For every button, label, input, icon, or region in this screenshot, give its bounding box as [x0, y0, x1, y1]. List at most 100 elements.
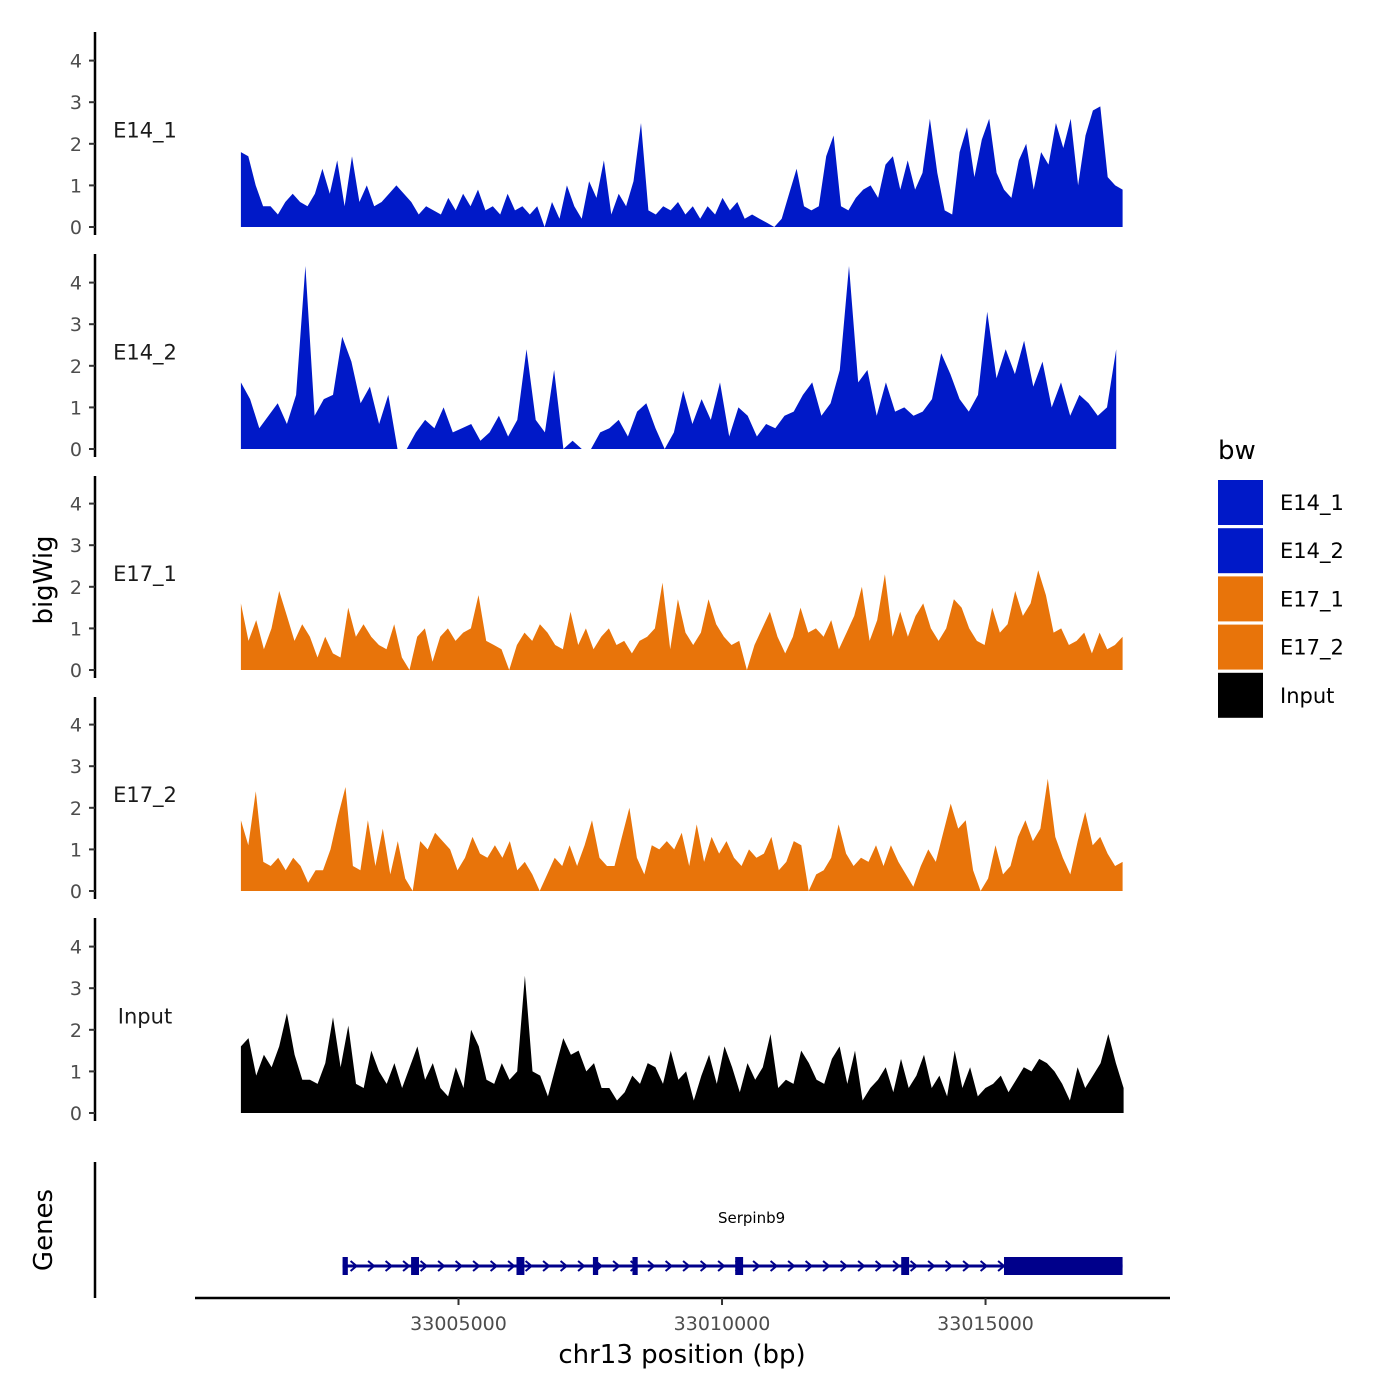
strand-arrow: [892, 1260, 901, 1272]
x-tick-label: 33010000: [674, 1313, 771, 1335]
strand-arrow: [647, 1260, 656, 1272]
legend-swatch: [1218, 624, 1263, 670]
legend-label: E14_2: [1280, 539, 1344, 564]
strand-arrow: [577, 1260, 586, 1272]
legend-item-e17-2: E17_2: [1218, 624, 1344, 670]
y-tick-label: 0: [70, 660, 82, 682]
strand-arrow: [349, 1260, 359, 1272]
gene-exon: [1003, 1257, 1123, 1275]
y-tick-label: 2: [70, 356, 82, 378]
y-tick-label: 1: [70, 1061, 82, 1083]
strand-arrow: [419, 1260, 429, 1272]
y-tick-label: 2: [70, 1020, 82, 1042]
legend-swatch: [1218, 528, 1263, 574]
y-tick-label: 1: [70, 839, 82, 861]
tracks-layer: 0 1 2 3 4 E14_1 0 1 2 3 4 E14_2 0 1 2 3 4 E17_1 0 1 2 3 4 E17_2…: [70, 32, 1124, 1125]
y-tick-label: 4: [70, 715, 82, 737]
legend-item-e14-1: E14_1: [1218, 480, 1344, 525]
track-label: E14_2: [113, 341, 177, 366]
strand-arrow: [857, 1260, 866, 1272]
gene-exon: [592, 1257, 599, 1275]
strand-arrow: [454, 1260, 464, 1272]
gene-track-title: Genes: [29, 1189, 59, 1271]
signal-area-input: [240, 975, 1124, 1113]
y-tick-label: 3: [70, 756, 82, 778]
y-tick-label: 2: [70, 577, 82, 599]
strand-arrow: [559, 1260, 569, 1272]
strand-arrow: [839, 1260, 849, 1272]
legend-item-input: Input: [1218, 672, 1334, 718]
gene-exon: [632, 1257, 638, 1275]
strand-arrow: [874, 1260, 884, 1272]
strand-arrow: [384, 1260, 394, 1272]
y-tick-label: 4: [70, 494, 82, 516]
track-label: E17_2: [113, 783, 177, 808]
y-tick-label: 3: [70, 535, 82, 557]
strand-arrow: [699, 1260, 709, 1272]
legend-label: E17_2: [1280, 636, 1344, 661]
strand-arrow: [437, 1260, 446, 1272]
legend: bw E14_1 E14_2 E17_1 E17_2 Input: [1218, 436, 1344, 718]
track-input: 0 1 2 3 4 Input: [70, 918, 1124, 1125]
y-tick-label: 1: [70, 175, 82, 197]
gene-serpinb9: Serpinb9: [342, 1209, 1123, 1275]
y-tick-label: 4: [70, 51, 82, 73]
track-e17-1: 0 1 2 3 4 E17_1: [70, 476, 1123, 682]
legend-swatch: [1218, 672, 1263, 718]
track-label: E14_1: [113, 119, 177, 144]
track-label: E17_1: [113, 562, 177, 587]
y-tick-label: 4: [70, 273, 82, 295]
signal-area-e14-1: [240, 106, 1123, 227]
y-tick-label: 0: [70, 881, 82, 903]
y-tick-label: 1: [70, 618, 82, 640]
x-tick-label: 33015000: [937, 1313, 1034, 1335]
strand-arrow: [472, 1260, 481, 1272]
strand-arrow: [489, 1260, 499, 1272]
signal-area-e14-2: [240, 266, 1117, 449]
gene-exon: [342, 1257, 348, 1275]
x-tick-label: 33005000: [410, 1313, 507, 1335]
signal-area-e17-2: [240, 778, 1123, 891]
strand-arrow: [909, 1260, 919, 1272]
track-e17-2: 0 1 2 3 4 E17_2: [70, 697, 1123, 903]
y-tick-label: 1: [70, 397, 82, 419]
y-tick-label: 0: [70, 439, 82, 461]
y-tick-label: 4: [70, 937, 82, 959]
strand-arrow: [367, 1260, 376, 1272]
x-axis: 33005000 33010000 33015000: [195, 1296, 1170, 1335]
strand-arrow: [979, 1260, 989, 1272]
strand-arrow: [769, 1260, 779, 1272]
strand-arrow: [664, 1260, 674, 1272]
strand-arrow: [944, 1260, 954, 1272]
strand-arrow: [962, 1260, 971, 1272]
legend-swatch: [1218, 480, 1263, 525]
strand-arrow: [717, 1260, 726, 1272]
y-tick-label: 3: [70, 92, 82, 114]
strand-arrow: [524, 1260, 534, 1272]
strand-arrow: [822, 1260, 831, 1272]
strand-arrow: [612, 1260, 621, 1272]
y-tick-label: 2: [70, 798, 82, 820]
legend-title: bw: [1218, 436, 1256, 466]
strand-arrow: [542, 1260, 551, 1272]
strand-arrow: [787, 1260, 796, 1272]
legend-item-e14-2: E14_2: [1218, 528, 1344, 574]
legend-label: E14_1: [1280, 491, 1344, 516]
track-label: Input: [118, 1005, 172, 1029]
strand-arrow: [402, 1260, 411, 1272]
strand-arrow: [507, 1260, 516, 1272]
gene-exon: [516, 1257, 525, 1275]
y-axis-title: bigWig: [29, 535, 59, 624]
y-tick-label: 0: [70, 217, 82, 239]
y-tick-label: 2: [70, 134, 82, 156]
gene-track: Serpinb9: [93, 1162, 1123, 1298]
track-e14-2: 0 1 2 3 4 E14_2: [70, 254, 1117, 461]
gene-exon: [735, 1257, 744, 1275]
x-axis-title: chr13 position (bp): [558, 1340, 805, 1370]
y-tick-label: 3: [70, 314, 82, 336]
track-e14-1: 0 1 2 3 4 E14_1: [70, 32, 1123, 239]
strand-arrow: [804, 1260, 814, 1272]
gene-exon: [411, 1257, 419, 1275]
legend-label: Input: [1280, 684, 1334, 708]
